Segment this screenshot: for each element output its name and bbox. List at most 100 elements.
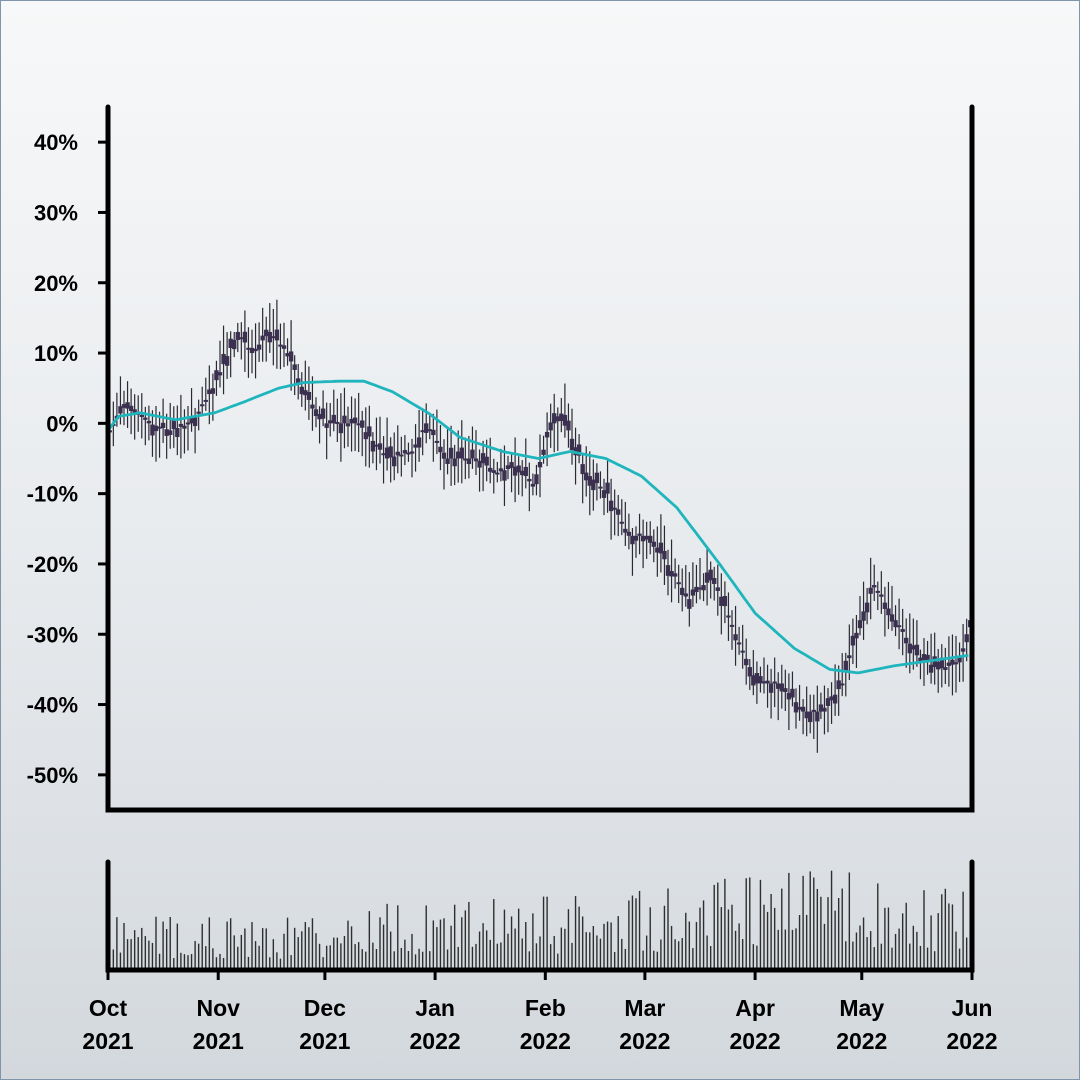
- candle-body: [840, 683, 845, 686]
- candle-body: [413, 444, 418, 448]
- candle-body: [317, 413, 322, 420]
- candle-body: [712, 578, 717, 584]
- candle-body: [256, 344, 262, 350]
- candle-body: [669, 570, 674, 577]
- candle-body: [296, 378, 301, 386]
- candle-body: [288, 351, 294, 362]
- candle-body: [651, 541, 656, 547]
- candle-body: [402, 450, 408, 454]
- candle-body: [153, 425, 159, 432]
- x-tick-year: 2021: [82, 1028, 133, 1054]
- candle-body: [882, 602, 888, 609]
- candle-body: [146, 420, 152, 424]
- candle-body: [196, 411, 201, 414]
- candle-body: [527, 478, 532, 482]
- candle-body: [690, 589, 696, 596]
- x-tick-month: Jun: [952, 995, 993, 1021]
- candle-body: [470, 449, 475, 459]
- candle-body: [200, 404, 205, 407]
- candle-body: [285, 353, 290, 357]
- candle-body: [537, 462, 543, 468]
- x-tick-year: 2022: [730, 1028, 781, 1054]
- candle-body: [214, 370, 219, 381]
- candle-body: [708, 569, 713, 581]
- candle-body: [445, 458, 450, 464]
- candle-body: [178, 423, 184, 427]
- candle-body: [591, 479, 596, 491]
- candle-body: [736, 642, 742, 645]
- y-tick-label: -10%: [27, 482, 78, 507]
- candle-body: [946, 662, 952, 666]
- candle-body: [356, 423, 361, 426]
- candle-body: [928, 664, 934, 673]
- candle-body: [921, 654, 927, 661]
- y-tick-label: 0%: [46, 411, 78, 436]
- candle-body: [765, 680, 770, 684]
- candle-body: [911, 645, 916, 650]
- candle-body: [505, 465, 511, 470]
- price-panel: 40% 30% 20% 10% 0% -10% -20% -30% -40% -50%: [27, 104, 975, 813]
- candle-body: [616, 509, 621, 515]
- candle-body: [246, 347, 251, 350]
- candle-body: [665, 565, 671, 576]
- candle-body: [242, 331, 248, 343]
- candle-body: [221, 353, 226, 365]
- candle-body: [306, 391, 312, 400]
- x-axis-ticks: Oct 2021 Nov 2021 Dec 2021 Jan 2022 Feb 2022 Mar 20…: [82, 970, 998, 1054]
- candle-body: [740, 650, 745, 653]
- candle-body: [328, 420, 333, 424]
- candle-body: [815, 711, 820, 722]
- candle-body: [875, 590, 880, 593]
- candle-body: [761, 681, 767, 684]
- candle-body: [342, 415, 347, 424]
- candle-body: [701, 585, 706, 591]
- candle-body: [808, 711, 813, 723]
- candle-body: [491, 470, 496, 473]
- candle-body: [185, 422, 191, 425]
- price-panel-axes: [105, 104, 975, 813]
- candle-body: [338, 423, 344, 434]
- candle-body: [523, 466, 528, 477]
- candle-body: [662, 550, 667, 560]
- candle-body: [580, 464, 585, 475]
- candle-body: [697, 587, 703, 590]
- candle-body: [779, 683, 784, 692]
- candle-body: [857, 620, 863, 629]
- candle-body: [232, 339, 237, 350]
- candle-body: [207, 389, 212, 395]
- candle-body: [203, 399, 208, 402]
- x-tick-year: 2022: [520, 1028, 571, 1054]
- candle-body: [772, 681, 777, 684]
- candle-body: [544, 431, 550, 438]
- candle-body: [726, 615, 731, 618]
- candle-body: [217, 372, 223, 376]
- candle-body: [370, 440, 376, 452]
- y-tick-label: 40%: [34, 130, 78, 155]
- candle-body: [541, 449, 546, 455]
- candle-body: [630, 535, 635, 545]
- candle-body: [498, 468, 504, 472]
- candle-body: [896, 625, 902, 628]
- x-tick-year: 2022: [619, 1028, 670, 1054]
- x-tick-month: Apr: [735, 995, 775, 1021]
- candle-body: [790, 688, 795, 698]
- y-tick-label: -40%: [27, 693, 78, 718]
- candle-body: [406, 452, 411, 455]
- x-tick-month: Oct: [89, 995, 128, 1021]
- candle-body: [569, 438, 575, 450]
- candle-body: [466, 458, 472, 465]
- candle-body: [811, 709, 816, 712]
- candle-body: [793, 702, 799, 713]
- candle-body: [157, 426, 162, 429]
- candle-body: [253, 348, 258, 352]
- candle-body: [950, 659, 955, 665]
- candle-body: [552, 413, 557, 424]
- candle-body: [960, 648, 966, 652]
- candle-body: [648, 535, 653, 543]
- candle-body: [427, 429, 432, 432]
- candle-body: [139, 414, 144, 417]
- candle-body: [249, 347, 255, 354]
- candle-body: [349, 418, 354, 424]
- candle-body: [680, 587, 685, 595]
- candle-body: [847, 655, 852, 659]
